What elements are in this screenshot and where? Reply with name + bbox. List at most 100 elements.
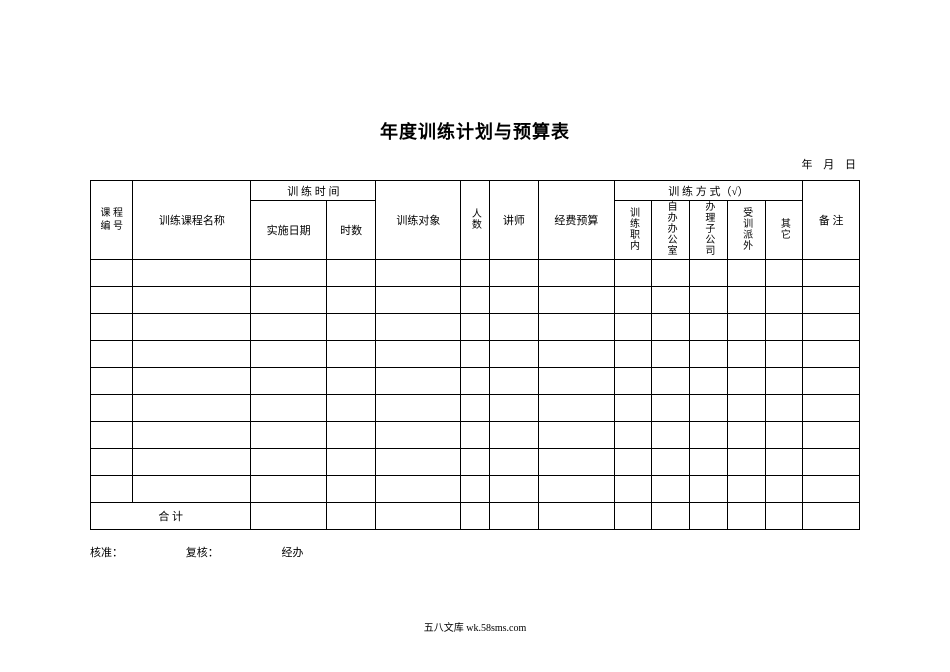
- table-cell: [765, 476, 803, 503]
- th-m4: 受训派外: [727, 201, 765, 260]
- table-cell: [489, 341, 539, 368]
- table-cell: [251, 368, 326, 395]
- table-cell: [727, 287, 765, 314]
- table-cell: [461, 260, 489, 287]
- table-cell: [461, 368, 489, 395]
- table-cell: [133, 368, 251, 395]
- total-label-cell: 合 计: [91, 503, 251, 530]
- table-cell: [690, 449, 728, 476]
- table-cell: [251, 314, 326, 341]
- th-note: 备 注: [803, 181, 860, 260]
- th-hours: 时数: [326, 201, 376, 260]
- table-cell: [461, 449, 489, 476]
- th-course-id: 课 程编 号: [91, 181, 133, 260]
- table-cell: [91, 395, 133, 422]
- table-row-total: 合 计: [91, 503, 860, 530]
- th-training-time: 训 练 时 间: [251, 181, 376, 201]
- sig-review: 复核：: [186, 544, 219, 560]
- table-cell: [803, 476, 860, 503]
- table-row: [91, 368, 860, 395]
- table-cell: [690, 287, 728, 314]
- table-cell: [251, 449, 326, 476]
- table-cell: [539, 314, 614, 341]
- table-cell: [765, 368, 803, 395]
- table-cell: [133, 287, 251, 314]
- table-cell: [133, 395, 251, 422]
- table-cell: [133, 341, 251, 368]
- table-cell: [727, 449, 765, 476]
- table-cell: [803, 422, 860, 449]
- table-cell: [461, 422, 489, 449]
- table-cell: [461, 314, 489, 341]
- table-cell: [133, 476, 251, 503]
- table-cell: [765, 422, 803, 449]
- table-cell: [461, 395, 489, 422]
- table-cell: [652, 422, 690, 449]
- table-cell: [614, 287, 652, 314]
- table-cell: [614, 314, 652, 341]
- table-cell: [690, 476, 728, 503]
- th-impl-date: 实施日期: [251, 201, 326, 260]
- th-training-method: 训 练 方 式（√）: [614, 181, 803, 201]
- table-cell: [326, 476, 376, 503]
- table-cell: [803, 314, 860, 341]
- table-cell: [765, 260, 803, 287]
- table-cell: [803, 395, 860, 422]
- table-cell: [539, 260, 614, 287]
- table-cell: [652, 503, 690, 530]
- th-course-name: 训练课程名称: [133, 181, 251, 260]
- table-cell: [727, 314, 765, 341]
- table-cell: [690, 341, 728, 368]
- table-cell: [727, 341, 765, 368]
- table-cell: [376, 341, 461, 368]
- table-cell: [489, 287, 539, 314]
- table-cell: [614, 341, 652, 368]
- table-cell: [539, 449, 614, 476]
- table-cell: [803, 368, 860, 395]
- table-cell: [539, 422, 614, 449]
- table-cell: [91, 368, 133, 395]
- table-row: [91, 260, 860, 287]
- table-cell: [251, 341, 326, 368]
- table-cell: [251, 287, 326, 314]
- table-cell: [251, 422, 326, 449]
- table-cell: [489, 395, 539, 422]
- table-cell: [326, 314, 376, 341]
- th-m2: 自办办公室: [652, 201, 690, 260]
- th-m3: 办理子公司: [690, 201, 728, 260]
- table-cell: [326, 395, 376, 422]
- table-cell: [133, 422, 251, 449]
- table-cell: [765, 503, 803, 530]
- table-cell: [539, 503, 614, 530]
- table-cell: [489, 476, 539, 503]
- th-m1: 训练职内: [614, 201, 652, 260]
- table-cell: [614, 368, 652, 395]
- table-cell: [461, 476, 489, 503]
- table-cell: [652, 449, 690, 476]
- table-row: [91, 341, 860, 368]
- table-cell: [91, 260, 133, 287]
- table-cell: [376, 395, 461, 422]
- table-cell: [133, 314, 251, 341]
- table-cell: [614, 260, 652, 287]
- table-cell: [133, 449, 251, 476]
- table-cell: [376, 260, 461, 287]
- table-cell: [326, 422, 376, 449]
- table-cell: [614, 422, 652, 449]
- table-cell: [326, 449, 376, 476]
- table-cell: [326, 368, 376, 395]
- table-cell: [376, 287, 461, 314]
- table-cell: [765, 449, 803, 476]
- table-cell: [133, 260, 251, 287]
- table-row: [91, 476, 860, 503]
- table-cell: [461, 503, 489, 530]
- table-cell: [461, 341, 489, 368]
- table-row: [91, 287, 860, 314]
- table-container: 课 程编 号 训练课程名称 训 练 时 间 训练对象 人数 讲师 经费预算 训 …: [0, 172, 950, 530]
- page-title: 年度训练计划与预算表: [0, 0, 950, 144]
- table-cell: [539, 395, 614, 422]
- table-cell: [91, 422, 133, 449]
- table-cell: [765, 395, 803, 422]
- table-row: [91, 395, 860, 422]
- table-cell: [376, 422, 461, 449]
